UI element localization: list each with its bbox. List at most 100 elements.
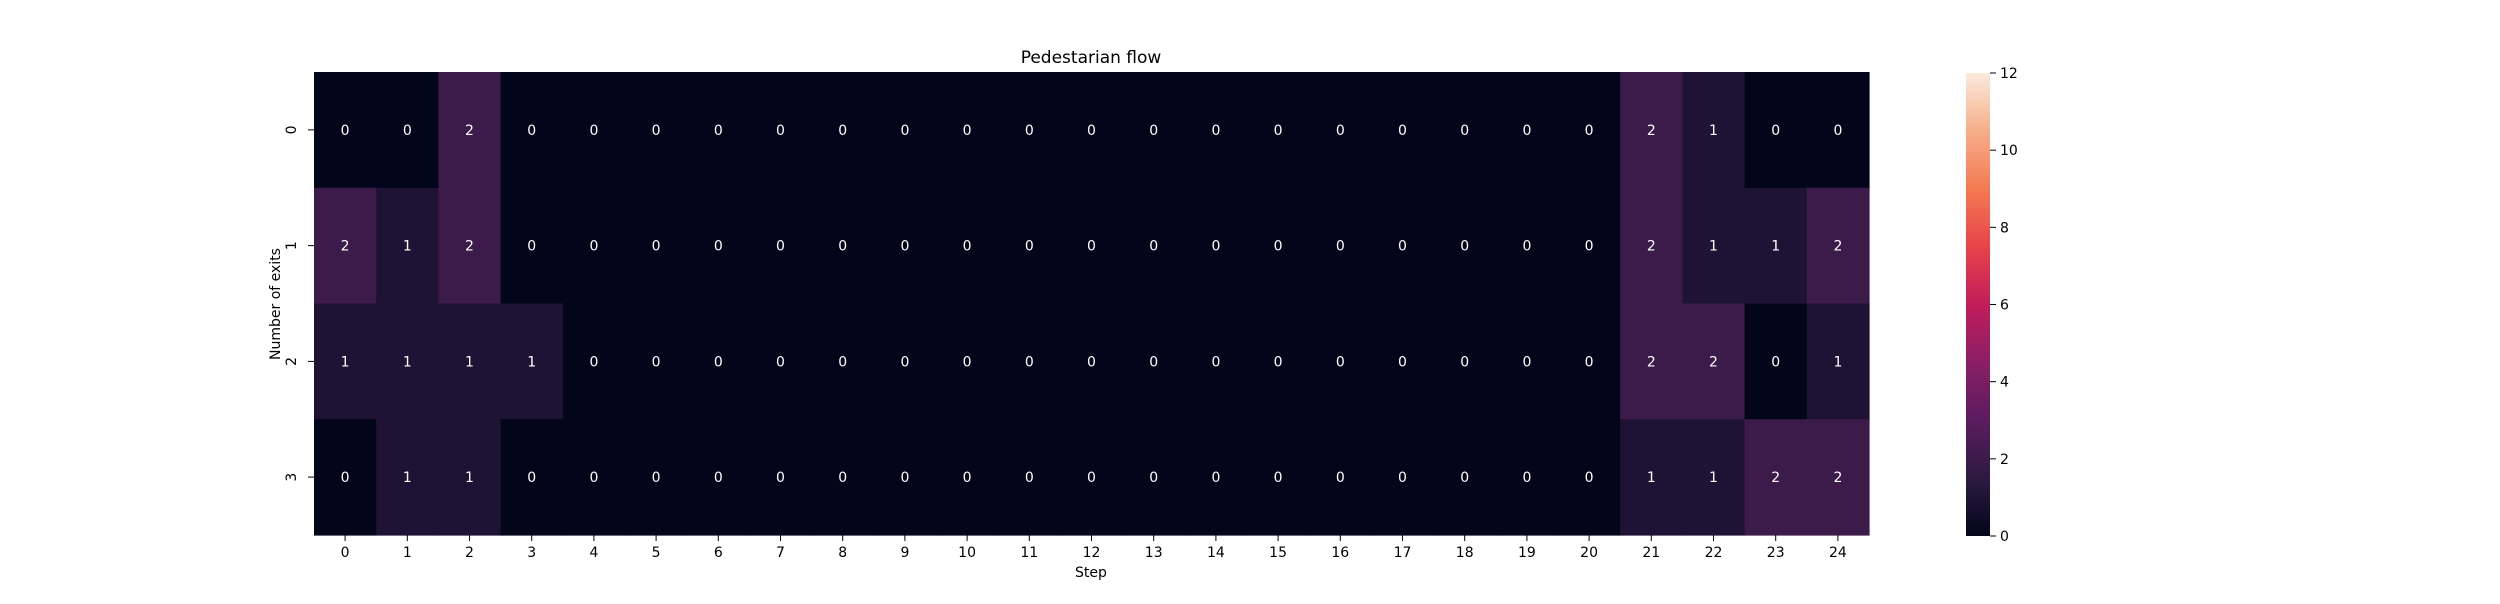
heatmap-cell-label: 2 (1647, 123, 1656, 139)
heatmap-cell (811, 303, 875, 420)
heatmap-cell-label: 0 (1585, 239, 1594, 255)
heatmap-cell-label: 1 (1833, 354, 1842, 370)
heatmap-cell (1309, 419, 1372, 536)
chart-title: Pedestarian flow (1021, 48, 1162, 68)
heatmap-cell-label: 0 (1274, 470, 1283, 486)
x-tick-label: 19 (1518, 545, 1536, 561)
heatmap-cell (1682, 187, 1746, 305)
heatmap-cell (749, 187, 813, 305)
heatmap-cell (1247, 72, 1310, 189)
heatmap-cell-label: 2 (465, 239, 474, 255)
heatmap-cell (625, 187, 688, 305)
heatmap-cell-label: 1 (465, 354, 474, 370)
heatmap-cell-label: 0 (1336, 470, 1345, 486)
x-tick-label: 18 (1456, 545, 1474, 561)
heatmap-cell (1184, 303, 1248, 420)
heatmap-cell (1371, 187, 1435, 305)
heatmap-cell (1184, 72, 1248, 189)
heatmap-cell-label: 0 (1398, 123, 1407, 139)
heatmap-cell-label: 0 (1522, 354, 1531, 370)
y-axis-label: Number of exits (268, 248, 284, 360)
heatmap-cell (314, 419, 377, 536)
heatmap-cell-label: 1 (403, 470, 412, 486)
heatmap-cell-label: 0 (1398, 239, 1407, 255)
heatmap-cell (687, 303, 750, 420)
heatmap-cell (1060, 419, 1124, 536)
heatmap-cell (376, 419, 439, 536)
x-tick-label: 15 (1269, 545, 1287, 561)
heatmap-cell-label: 0 (900, 470, 909, 486)
heatmap-cell (438, 419, 502, 536)
heatmap-cell (998, 419, 1061, 536)
heatmap-cell (1744, 187, 1808, 305)
heatmap-cell (1433, 72, 1497, 189)
heatmap-cell-label: 1 (1709, 239, 1718, 255)
heatmap-cell (1495, 187, 1559, 305)
heatmap-cell-label: 0 (652, 354, 661, 370)
heatmap-cell (1184, 419, 1248, 536)
x-tick-label: 3 (527, 545, 536, 561)
colorbar-tick-label: 8 (2000, 220, 2009, 236)
heatmap-cell (1309, 187, 1372, 305)
heatmap-cell-label: 0 (776, 123, 785, 139)
heatmap-cell (1433, 419, 1497, 536)
heatmap-cell (687, 419, 750, 536)
heatmap-cell-label: 0 (652, 470, 661, 486)
heatmap-cell (1122, 72, 1186, 189)
x-tick-label: 9 (900, 545, 909, 561)
heatmap-cell (1558, 303, 1621, 420)
heatmap-cell-label: 1 (1647, 470, 1656, 486)
x-tick-label: 14 (1207, 545, 1225, 561)
heatmap-cell (438, 72, 502, 189)
heatmap-cell-label: 2 (1709, 354, 1718, 370)
heatmap-cell (749, 303, 813, 420)
heatmap-cell-label: 0 (527, 470, 536, 486)
heatmap-cell (811, 72, 875, 189)
heatmap-cell (562, 72, 626, 189)
heatmap-cell-label: 0 (1585, 354, 1594, 370)
heatmap-cell-label: 0 (714, 239, 723, 255)
heatmap-cell (1495, 72, 1559, 189)
heatmap-cell (1060, 187, 1124, 305)
heatmap-cell (1744, 303, 1808, 420)
heatmap-cell (873, 419, 937, 536)
heatmap-cell-label: 0 (1585, 470, 1594, 486)
heatmap-cell-label: 1 (465, 470, 474, 486)
heatmap-cell-label: 1 (1709, 123, 1718, 139)
heatmap-cell (625, 303, 688, 420)
heatmap-cell (1247, 187, 1310, 305)
heatmap-cell-label: 1 (341, 354, 350, 370)
heatmap-cell (1682, 303, 1746, 420)
heatmap-cell (314, 303, 377, 420)
heatmap-cell (1558, 72, 1621, 189)
colorbar-tick-label: 0 (2000, 529, 2009, 545)
colorbar-tick-label: 6 (2000, 298, 2009, 314)
colorbar-tick-label: 2 (2000, 452, 2009, 468)
heatmap-cell-label: 0 (1398, 470, 1407, 486)
heatmap-cell-label: 2 (1771, 470, 1780, 486)
heatmap-cell (438, 303, 502, 420)
heatmap-cell (1371, 419, 1435, 536)
heatmap-cell-label: 0 (1460, 354, 1469, 370)
heatmap-cell-label: 0 (1771, 354, 1780, 370)
heatmap-cell (1309, 72, 1372, 189)
heatmap-cell (1371, 72, 1435, 189)
x-tick-label: 7 (776, 545, 785, 561)
heatmap-cell (376, 187, 439, 305)
heatmap-cell-label: 0 (776, 239, 785, 255)
heatmap-cell-label: 1 (1709, 470, 1718, 486)
heatmap-cell (1433, 187, 1497, 305)
heatmap-cell-label: 0 (1025, 354, 1034, 370)
heatmap-cell (1433, 303, 1497, 420)
heatmap-cell (1806, 187, 1870, 305)
heatmap-cell-label: 0 (1149, 123, 1158, 139)
heatmap-cell (1122, 187, 1186, 305)
heatmap-cell-label: 1 (527, 354, 536, 370)
x-tick-label: 17 (1394, 545, 1412, 561)
heatmap-cell-label: 0 (652, 123, 661, 139)
heatmap-cell-label: 0 (341, 123, 350, 139)
heatmap-cell (1060, 303, 1124, 420)
heatmap-cell-label: 0 (1087, 123, 1096, 139)
heatmap-cell-label: 2 (1833, 470, 1842, 486)
